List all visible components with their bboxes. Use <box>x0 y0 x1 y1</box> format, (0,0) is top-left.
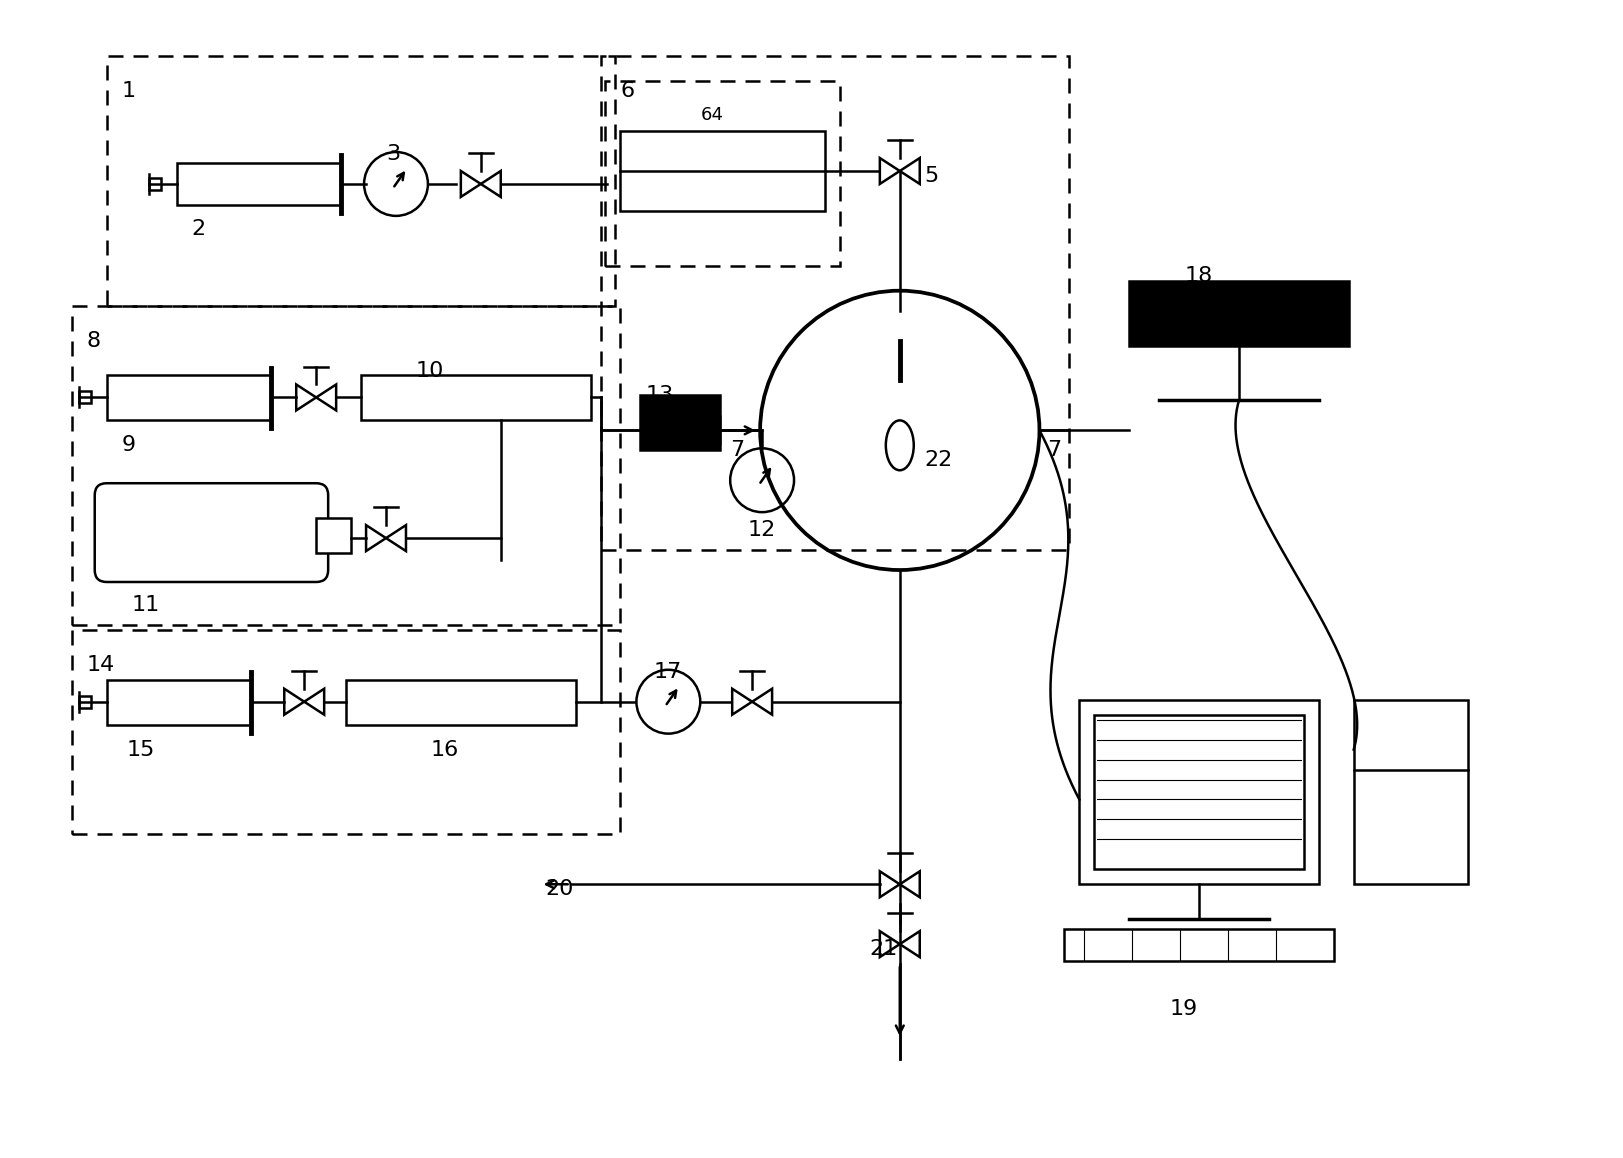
Text: 10: 10 <box>415 360 445 381</box>
Bar <box>71 630 620 835</box>
Text: 12: 12 <box>747 520 774 540</box>
Text: 3: 3 <box>386 144 399 164</box>
Text: 17: 17 <box>652 662 682 682</box>
Bar <box>107 57 615 306</box>
Text: 16: 16 <box>430 740 459 760</box>
Bar <box>107 375 271 420</box>
Bar <box>1128 280 1347 345</box>
Text: 18: 18 <box>1183 265 1212 286</box>
Text: 6: 6 <box>620 81 635 101</box>
Bar <box>148 178 161 190</box>
Bar <box>1094 714 1303 870</box>
Bar <box>620 131 824 211</box>
Text: 8: 8 <box>86 330 101 351</box>
Bar <box>177 163 341 205</box>
Bar <box>71 306 620 625</box>
Bar <box>601 57 1068 550</box>
Text: 15: 15 <box>127 740 154 760</box>
Bar <box>316 518 351 554</box>
Text: 20: 20 <box>545 879 573 900</box>
Text: 2: 2 <box>192 219 206 239</box>
Bar <box>1354 699 1467 885</box>
Text: 13: 13 <box>644 386 674 405</box>
Bar <box>1079 699 1318 885</box>
Text: 21: 21 <box>870 939 898 959</box>
Text: 6: 6 <box>700 107 711 124</box>
Text: 7: 7 <box>1047 440 1061 461</box>
Text: 19: 19 <box>1169 999 1196 1019</box>
Bar <box>639 395 719 450</box>
Bar <box>1063 929 1332 961</box>
Bar <box>78 696 91 708</box>
Bar <box>78 391 91 403</box>
FancyBboxPatch shape <box>94 483 328 582</box>
Text: 4: 4 <box>700 107 722 124</box>
Text: 9: 9 <box>122 435 136 455</box>
Bar <box>346 680 575 725</box>
Text: 7: 7 <box>730 440 743 461</box>
Text: 1: 1 <box>122 81 136 101</box>
Text: 14: 14 <box>86 654 115 675</box>
Text: 5: 5 <box>923 166 938 186</box>
Bar <box>605 81 839 265</box>
Text: 22: 22 <box>923 450 953 470</box>
Bar <box>360 375 591 420</box>
Bar <box>107 680 252 725</box>
Text: 11: 11 <box>131 595 159 615</box>
